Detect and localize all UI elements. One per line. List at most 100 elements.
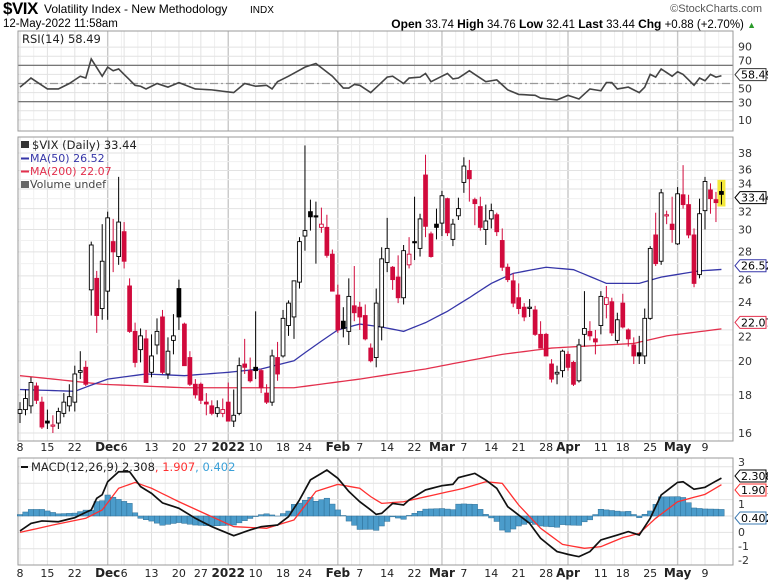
candle-body: [264, 392, 269, 403]
macd-histogram-bar: [630, 514, 637, 517]
date-tick-label: 27: [194, 567, 208, 580]
candle: [423, 154, 428, 238]
macd-tick-label: 0: [738, 526, 745, 539]
date-tick-label: 24: [298, 567, 312, 580]
signal-last-tag: 1.907: [741, 484, 768, 497]
candle: [373, 288, 379, 368]
candle: [138, 328, 143, 363]
macd-histogram-bar: [22, 511, 29, 517]
candle: [291, 280, 297, 339]
candle-body: [280, 317, 286, 357]
price-legend: $VIX (Daily) 33.44: [32, 138, 137, 152]
candle-body: [521, 306, 527, 318]
candle: [297, 237, 302, 289]
candle: [346, 278, 352, 345]
candle: [543, 332, 549, 357]
candle: [23, 389, 28, 416]
date-tick-label: 18: [276, 441, 290, 454]
macd-histogram-bar: [110, 496, 117, 517]
candle: [105, 211, 111, 320]
candle-body: [499, 240, 505, 268]
candle-body: [105, 217, 111, 292]
date-axes: 8 15 22 Dec 6 13 20 27 2022 10 18 24 Feb 7 14 22 Mar 7 14 2…: [17, 440, 709, 580]
date-tick-label: 18: [616, 567, 630, 580]
price-tick-label: 28: [738, 246, 752, 259]
macd-histogram-bar: [384, 515, 391, 522]
macd-histogram-bar: [537, 515, 544, 527]
candle-body: [395, 276, 401, 299]
candle-body: [472, 199, 478, 205]
candle: [121, 222, 127, 269]
candle: [94, 270, 100, 333]
candle-body: [642, 317, 648, 357]
date-tick-label: 21: [512, 441, 526, 454]
candle-body: [538, 333, 543, 349]
candle-body: [258, 370, 264, 389]
candle-body: [121, 231, 127, 262]
date-tick-label: 22: [408, 567, 422, 580]
candle-body: [373, 302, 379, 358]
price-tick-label: 18: [738, 389, 752, 402]
candle-body: [330, 253, 335, 292]
date-tick-label: 21: [512, 567, 526, 580]
macd-histogram-bar: [548, 515, 555, 528]
price-tick-label: 36: [738, 164, 752, 177]
candle-body: [253, 366, 258, 372]
candle-body: [527, 306, 532, 309]
macd-legend: MACD(12,26,9) 2.308, 1.907, 0.402: [31, 460, 235, 474]
candle-body: [401, 250, 406, 299]
date-tick-label: 6: [121, 567, 128, 580]
chg-label: Chg: [638, 17, 662, 31]
candle: [521, 303, 527, 322]
candle-body: [56, 411, 61, 424]
candle: [587, 321, 593, 341]
candle: [72, 365, 78, 412]
macd-histogram-bar: [121, 501, 128, 517]
macd-tick-label: -1: [738, 540, 749, 553]
candle: [45, 409, 50, 429]
candle-body: [653, 234, 659, 265]
candle: [390, 266, 395, 290]
candle: [77, 351, 83, 380]
candle-body: [291, 280, 297, 318]
ohlc-summary: Open 33.74 High 34.76 Low 32.41 Last 33.…: [391, 18, 756, 31]
candle: [61, 393, 67, 418]
rsi-last-tag-box: [734, 68, 767, 82]
candle: [604, 285, 609, 319]
candle: [664, 210, 669, 225]
macd-histogram-bar: [258, 514, 265, 517]
macd-histogram-bar: [38, 509, 45, 517]
candle-body: [72, 373, 78, 403]
candle-body: [428, 233, 434, 257]
date-tick-label: 20: [172, 567, 186, 580]
candle: [286, 300, 291, 336]
macd-histogram-bar: [186, 515, 193, 525]
candle-body: [138, 335, 143, 351]
candle-body: [467, 170, 472, 180]
candle: [66, 384, 72, 412]
candle-body: [149, 355, 154, 373]
date-tick-label: 11: [594, 567, 608, 580]
candle: [214, 400, 220, 418]
candle: [275, 341, 280, 381]
low-value: 32.41: [546, 19, 575, 31]
candle-body: [286, 302, 291, 326]
candle-body: [297, 241, 302, 283]
macd-histogram-bar: [334, 509, 341, 517]
macd-histogram-bar: [417, 510, 424, 517]
chg-value: +0.88 (+2.70%): [664, 19, 744, 31]
macd-histogram-bar: [154, 515, 160, 524]
candle-body: [647, 247, 653, 319]
rsi-tick-label: 90: [738, 41, 752, 54]
candle: [379, 247, 385, 341]
candle-body: [351, 305, 357, 314]
candle: [565, 351, 571, 371]
copyright[interactable]: ©StockCharts.com: [670, 3, 762, 15]
macd-histogram-bar: [159, 515, 166, 526]
date-tick-label: May: [664, 566, 692, 580]
candle: [636, 335, 642, 365]
candle: [209, 400, 215, 416]
candle-body: [127, 285, 132, 332]
hist-last-tag-box: [734, 511, 767, 525]
